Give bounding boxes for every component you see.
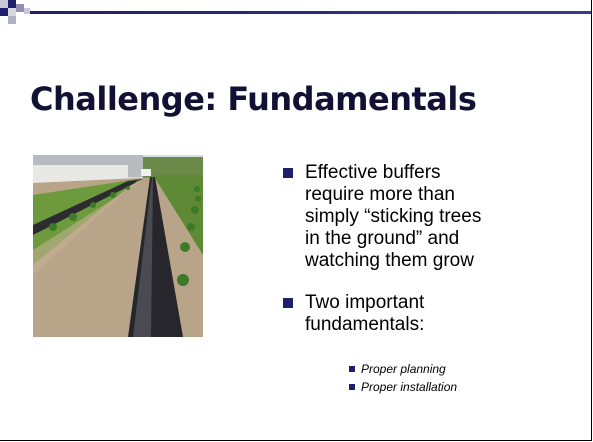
slide: Challenge: Fundamentals Effective buffer… — [0, 0, 592, 441]
photo — [33, 155, 203, 337]
sub-bullet: Proper installation — [349, 378, 549, 396]
decoration — [0, 0, 592, 30]
bullet-text: Effective buffers require more than simp… — [305, 162, 481, 271]
bullet: Effective buffers require more than simp… — [283, 162, 485, 272]
sub-bullet: Proper planning — [349, 360, 549, 378]
bullet: Two important fundamentals:Proper planni… — [283, 292, 485, 396]
slide-title: Challenge: Fundamentals — [30, 80, 476, 118]
bullet-list: Effective buffers require more than simp… — [283, 162, 523, 416]
bullet-text: Two important fundamentals: — [305, 292, 424, 335]
